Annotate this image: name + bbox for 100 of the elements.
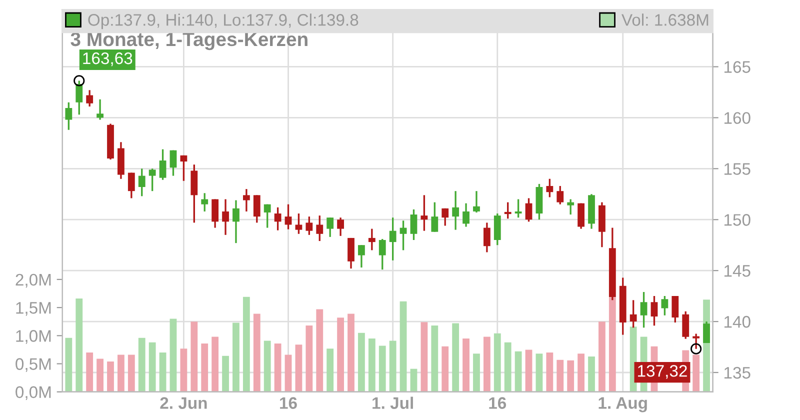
candlestick [337,216,344,237]
bar [389,340,396,392]
bar [295,344,302,392]
candlestick [128,172,135,200]
bar [232,322,240,392]
candlestick [567,198,574,216]
annotation: 163,63 [83,52,132,66]
candlestick [222,198,229,236]
candlestick [148,168,156,192]
candlestick [348,237,354,270]
bar [264,340,271,392]
x-tick-label: 1. Jul [372,396,413,409]
candlestick [316,214,324,242]
x-tick-label: 1. Aug [598,397,647,412]
candlestick [682,310,690,340]
candlestick [473,190,480,214]
candlestick [86,89,94,108]
candlestick [212,198,219,229]
bar [159,352,166,392]
candlestick [159,148,166,181]
bar [504,342,512,392]
bar [400,301,407,392]
bar [222,356,229,392]
annotation: 137,32 [638,364,687,379]
candlestick [274,206,282,232]
bar [337,318,344,392]
bar [284,354,292,392]
bar [420,322,428,392]
bar [567,360,574,392]
candlestick [284,203,292,230]
bar [190,322,198,392]
candlestick [400,220,407,252]
bar [201,344,208,392]
y2-tick-label: 1,0M [16,330,51,344]
y-tick-label: 145 [724,265,750,277]
bar [170,318,177,392]
candlestick [368,228,376,252]
y2-tick-label: 0,5M [16,358,51,372]
y-tick-label: 135 [724,366,750,379]
candlestick [242,188,250,212]
candlestick [578,202,584,230]
y2-tick-label: 1,5M [16,302,51,316]
candlestick [462,202,470,228]
y2-tick-label: 0,0M [16,386,51,400]
bar [242,296,250,392]
bar [556,360,564,392]
bar [588,356,595,392]
bar [598,322,606,392]
candlestick [358,244,365,268]
y-tick-label: 165 [724,61,750,73]
candlestick [65,102,72,131]
bar [306,326,313,392]
bar [316,309,324,392]
bar [692,354,700,392]
bar [536,354,543,392]
bar [431,326,438,392]
candlestick [483,222,490,254]
bar [452,323,460,392]
bar [358,332,365,392]
bar [118,354,124,392]
candlestick [264,203,271,229]
candlestick [232,199,240,244]
bar [274,344,282,392]
candlestick [672,295,679,324]
candlestick [556,185,564,206]
candlestick [650,295,658,326]
candlestick [442,208,449,227]
bar [180,348,188,392]
bar [525,350,532,392]
candlestick [514,198,522,218]
candlestick [431,201,438,233]
legend-label: Op:137.9, Hi:140, Lo:137.9, Cl:139.8 [88,14,358,30]
candlestick [546,178,554,198]
bar [128,354,135,392]
y-tick-label: 160 [724,112,750,124]
candlestick [96,98,104,121]
y2-tick-label: 2,0M [16,274,51,288]
bar [546,352,554,392]
bar [378,346,386,392]
y-tick-label: 150 [724,214,750,226]
candlestick [452,190,460,231]
candlestick [389,216,396,262]
candlestick [420,194,428,232]
candlestick [201,192,208,212]
candlestick [703,320,710,344]
bar [473,354,480,392]
candlestick [378,238,386,270]
x-tick-label: 16 [489,397,506,409]
bar [514,351,522,392]
candlestick [326,216,334,238]
bar [578,354,584,392]
bar [148,342,156,392]
bar [494,333,501,392]
bar [410,368,418,392]
candlestick [170,149,177,177]
bar [86,352,94,392]
bar [442,346,449,392]
x-tick-label: 16 [280,397,297,409]
bar [348,314,354,392]
y-tick-label: 155 [724,163,750,175]
